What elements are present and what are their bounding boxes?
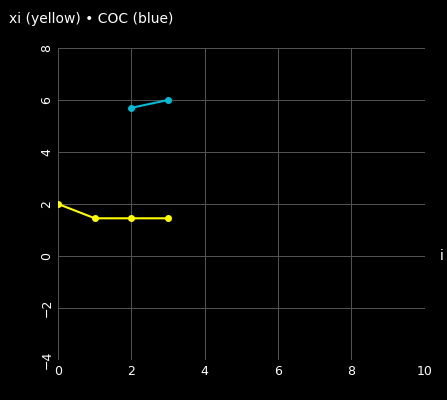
Text: xi (yellow) • COC (blue): xi (yellow) • COC (blue) xyxy=(9,12,173,26)
Text: i: i xyxy=(439,249,443,263)
